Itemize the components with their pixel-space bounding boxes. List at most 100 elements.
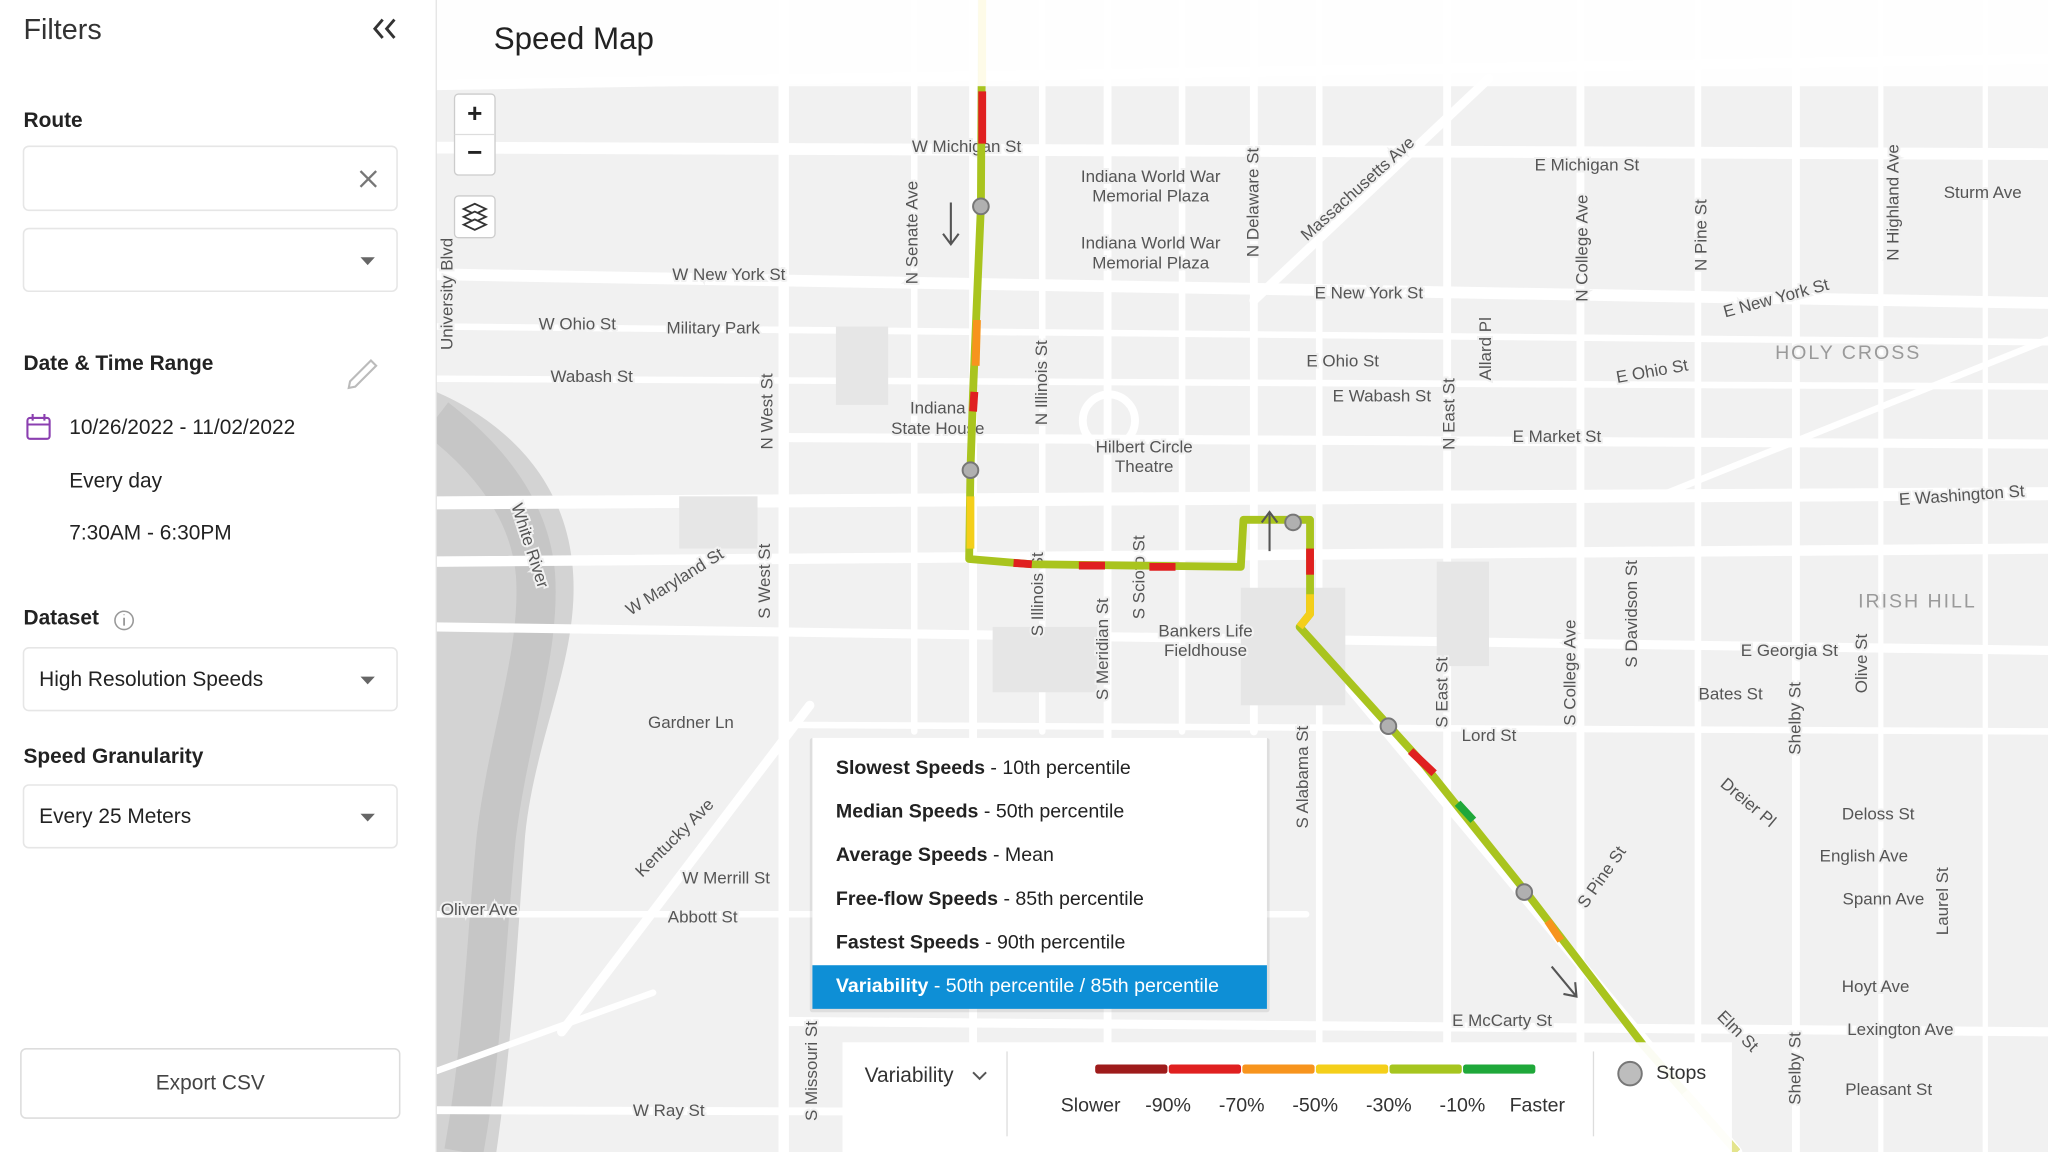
dropdown-option[interactable]: Fastest Speeds - 90th percentile: [836, 932, 1126, 954]
street-label: E Michigan St: [1535, 155, 1640, 174]
route-segment: [1454, 800, 1477, 823]
stop-marker[interactable]: [1515, 883, 1534, 901]
legend-slower: Slower: [1061, 1094, 1121, 1116]
street-label: English Ave: [1820, 846, 1908, 865]
legend-swatch: [1463, 1064, 1536, 1074]
street-label: Oliver Ave: [441, 900, 518, 919]
street-label: S Alabama St: [1293, 725, 1312, 828]
block: [835, 326, 889, 405]
street-label: S Illinois St: [1028, 552, 1047, 636]
street-label: Shelby St: [1785, 1032, 1804, 1105]
option-detail[interactable]: - 50th percentile / 85th percentile: [928, 975, 1219, 997]
legend-swatch: [1242, 1064, 1315, 1074]
calendar-icon: [27, 414, 50, 426]
street: [780, 721, 2048, 735]
street-label: University Blvd: [437, 238, 456, 350]
edit-icon[interactable]: [347, 359, 378, 390]
option-detail[interactable]: - 90th percentile: [980, 932, 1126, 954]
street-label: E New York St: [1315, 283, 1424, 302]
option-name[interactable]: Average Speeds: [836, 844, 988, 866]
direction-arrow: [1550, 965, 1578, 998]
street-label: Bates St: [1699, 684, 1763, 703]
option-detail[interactable]: - 50th percentile: [978, 801, 1124, 823]
route-segment: [1296, 594, 1314, 630]
street: [1249, 73, 1494, 305]
direction-arrow: [942, 202, 960, 246]
clear-icon[interactable]: [359, 170, 377, 188]
street-label: N Delaware St: [1243, 147, 1262, 257]
option-detail[interactable]: - Mean: [988, 844, 1054, 866]
street-label: W Ohio St: [539, 315, 617, 334]
option-name[interactable]: Free-flow Speeds: [836, 888, 998, 910]
legend-panel: [842, 1042, 1732, 1152]
street-label: S Davidson St: [1622, 560, 1641, 668]
dataset-value[interactable]: High Resolution Speeds: [39, 668, 263, 691]
street-label: E Georgia St: [1741, 641, 1838, 660]
street-label: Olive St: [1852, 634, 1871, 694]
collapse-button[interactable]: [372, 18, 396, 39]
street: [557, 700, 815, 1037]
route-segment: [1013, 559, 1033, 569]
street-label: Wabash St: [550, 367, 633, 386]
street-label: Military Park: [666, 319, 760, 338]
zoom-in[interactable]: +: [467, 98, 482, 128]
export-button-label[interactable]: Export CSV: [156, 1072, 265, 1095]
option-name[interactable]: Median Speeds: [836, 801, 979, 823]
dropdown-option[interactable]: Variability - 50th percentile / 85th per…: [836, 975, 1219, 997]
route-segment: [969, 391, 979, 412]
street-label: Spann Ave: [1843, 889, 1925, 908]
street-label: W Merrill St: [682, 869, 770, 888]
street-label: Indiana: [910, 398, 966, 417]
dropdown-option[interactable]: Slowest Speeds - 10th percentile: [836, 757, 1131, 779]
street-label: S Scioto St: [1130, 535, 1149, 619]
dropdown-option-selected[interactable]: [812, 965, 1267, 1009]
street-label: E McCarty St: [1452, 1011, 1552, 1030]
street-label: Abbott St: [668, 908, 738, 927]
input-box[interactable]: [22, 227, 398, 293]
legend-metric[interactable]: Variability: [865, 1064, 955, 1087]
river: [424, 402, 556, 1152]
street-label: N East St: [1439, 378, 1458, 450]
dropdown-option[interactable]: Median Speeds - 50th percentile: [836, 801, 1124, 823]
street: [1655, 336, 2048, 500]
street-label: Indiana World War: [1081, 167, 1221, 186]
dropdown-option[interactable]: Average Speeds - Mean: [836, 844, 1054, 866]
option-detail[interactable]: - 85th percentile: [998, 888, 1144, 910]
dropdown-option[interactable]: Free-flow Speeds - 85th percentile: [836, 888, 1144, 910]
street-label: E Market St: [1513, 427, 1602, 446]
stop-marker[interactable]: [1379, 717, 1398, 736]
street-label: S East St: [1433, 657, 1452, 728]
street-label: Memorial Plaza: [1092, 253, 1209, 272]
street-label: Indiana World War: [1081, 234, 1221, 253]
input-box[interactable]: [22, 784, 398, 849]
input-box[interactable]: [22, 145, 398, 212]
street-label: N West St: [757, 373, 776, 449]
option-detail[interactable]: - 10th percentile: [985, 757, 1131, 779]
granularity-value[interactable]: Every 25 Meters: [39, 805, 191, 828]
stop-marker[interactable]: [972, 197, 990, 216]
stop-marker[interactable]: [1284, 513, 1302, 532]
option-name[interactable]: Variability: [836, 975, 929, 997]
street-label: S College Ave: [1561, 620, 1580, 726]
street-label: Hoyt Ave: [1842, 977, 1910, 996]
legend-stops: Stops: [1656, 1062, 1706, 1084]
option-name[interactable]: Slowest Speeds: [836, 757, 985, 779]
legend-scale-label: -30%: [1366, 1094, 1412, 1116]
input-box[interactable]: [22, 647, 398, 712]
dropdown-caret: [360, 813, 375, 822]
route-segment: [1407, 748, 1437, 777]
street: [779, 1016, 2048, 1037]
map-title: Speed Map: [494, 21, 654, 56]
legend-swatch: [1168, 1064, 1242, 1074]
legend-chevron[interactable]: [972, 1071, 987, 1081]
zoom-out[interactable]: −: [467, 137, 482, 167]
street-label: Hilbert Circle: [1096, 437, 1193, 456]
block: [1436, 561, 1489, 667]
option-name[interactable]: Fastest Speeds: [836, 932, 980, 954]
export-button[interactable]: [20, 1048, 401, 1119]
info-icon: [114, 610, 135, 631]
street: [779, 432, 2048, 449]
date-range: 10/26/2022 - 11/02/2022: [69, 416, 295, 439]
stop-marker[interactable]: [961, 461, 980, 480]
